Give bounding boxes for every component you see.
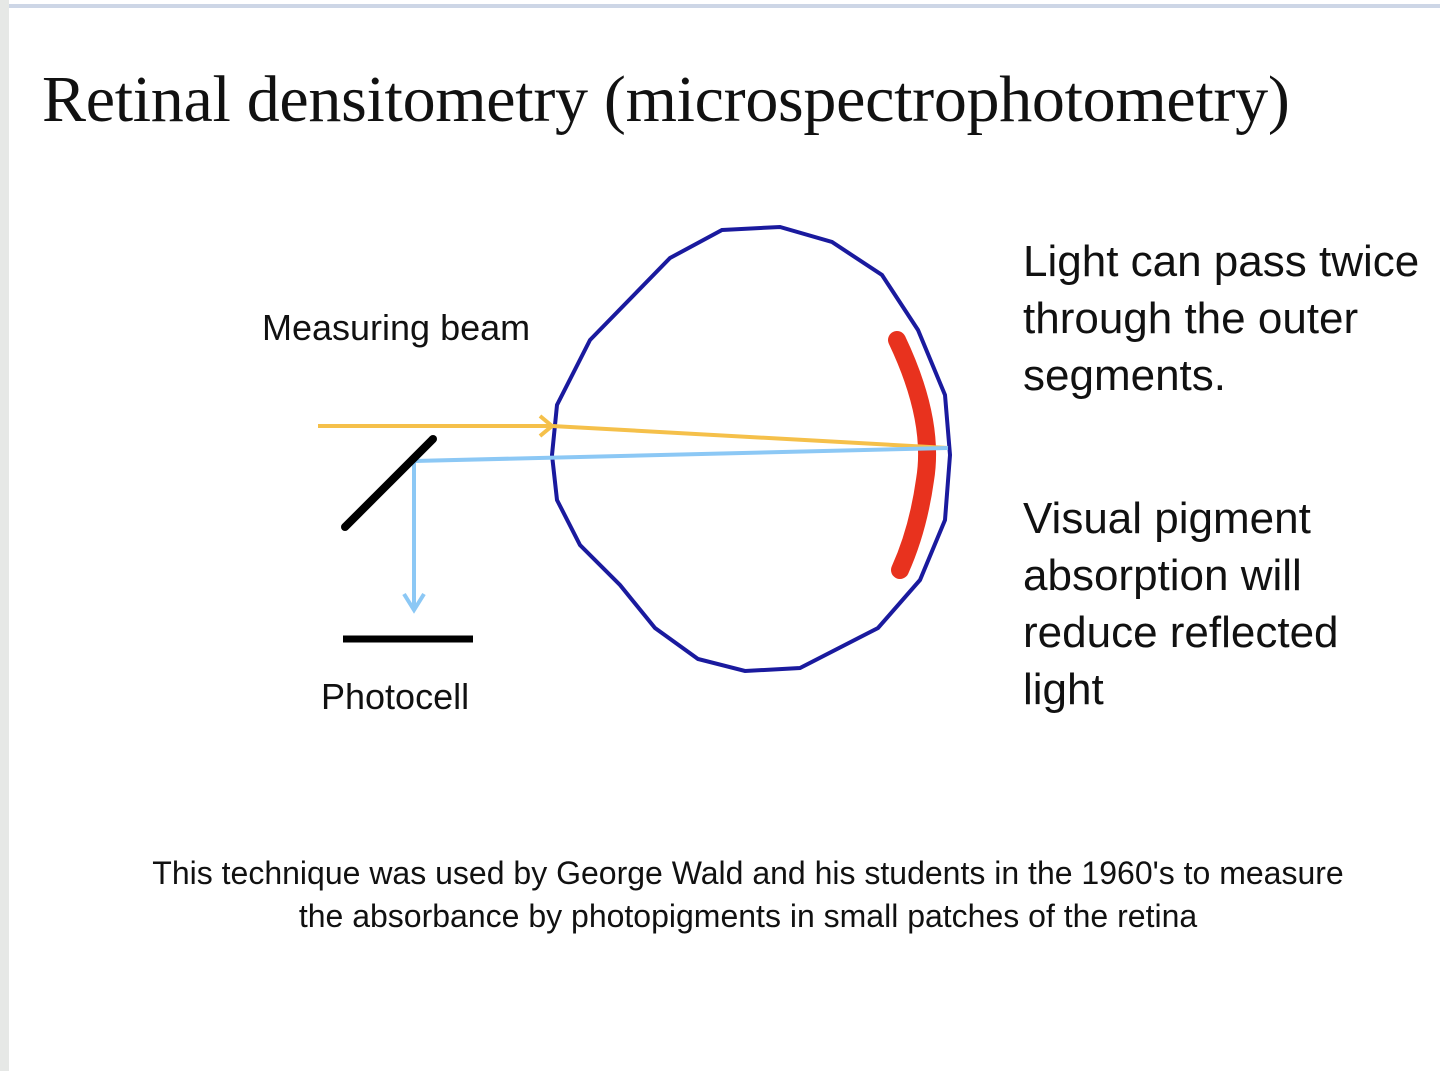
note-pigment-absorption: Visual pigment absorption will reduce re… [1023,494,1339,714]
incident-beam-inside [551,424,949,450]
caption-text: This technique was used by George Wald a… [152,855,1344,934]
note-light-passes: Light can pass twice through the outer s… [1023,237,1420,400]
slide-title: Retinal densitometry (microspectrophotom… [42,63,1290,136]
mirror [341,435,437,531]
top-border [9,4,1440,8]
outer-segments-arc [888,331,937,579]
measuring-beam-label: Measuring beam [262,307,531,348]
reflected-beam [413,446,949,463]
reflected-beam-arrowhead [402,592,426,614]
slide-caption: This technique was used by George Wald a… [0,852,1440,938]
eye-outline [549,224,953,674]
left-border [0,0,9,1071]
photocell-label: Photocell [321,676,470,717]
